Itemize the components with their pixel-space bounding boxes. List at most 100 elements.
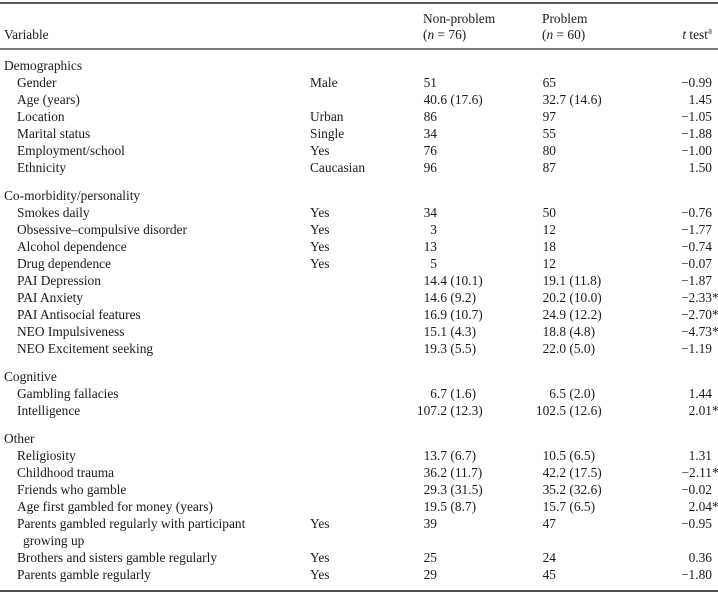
problem-value: 45 <box>542 567 556 582</box>
problem-value: 80 <box>542 143 556 158</box>
variable-label: PAI Antisocial features <box>17 307 141 322</box>
header-rule <box>0 48 718 50</box>
table-row: NEO Impulsiveness 15.1 (4.3) 18.8 (4.8) −4.… <box>4 323 718 340</box>
problem-value: 19.1 (11.8) <box>542 273 602 288</box>
problem-value: 24.9 (12.2) <box>542 307 602 322</box>
nonproblem-value: 14.6 (9.2) <box>423 290 477 305</box>
nonproblem-group-name: Non-problem <box>423 11 496 26</box>
section-row: Other <box>4 430 712 447</box>
table-row: Alcohol dependence Yes 13 18 −0.74 <box>4 238 712 255</box>
variable-label: Parents gambled regularly with participa… <box>17 516 246 548</box>
n-symbol: n <box>427 27 435 42</box>
nonproblem-value: 3 <box>430 222 437 237</box>
variable-label: Religiosity <box>17 448 76 463</box>
problem-value: 15.7 (6.5) <box>542 499 596 514</box>
variable-label: Employment/school <box>17 143 125 158</box>
ttest-value: −0.02 <box>681 482 712 497</box>
table-row: Obsessive–compulsive disorder Yes 3 12 −1.77 <box>4 221 712 238</box>
category-cell: Yes <box>310 205 330 220</box>
table-row: Smokes daily Yes 34 50 −0.76 <box>4 204 712 221</box>
problem-value: 6.5 (2.0) <box>549 386 596 401</box>
ttest-value: −1.77 <box>681 222 712 237</box>
table-row: Drug dependence Yes 5 12 −0.07 <box>4 255 712 272</box>
table-row: Parents gambled regularly with participa… <box>4 515 712 549</box>
table-row: PAI Depression 14.4 (10.1) 19.1 (11.8) −1.8… <box>4 272 712 289</box>
variable-label: Age first gambled for money (years) <box>17 499 213 514</box>
problem-value: 10.5 (6.5) <box>542 448 596 463</box>
nonproblem-value: 19.5 (8.7) <box>423 499 477 514</box>
ttest-value: −1.88 <box>681 126 712 141</box>
nonproblem-group-n: (n = 76) <box>423 27 467 42</box>
section-label: Cognitive <box>4 369 57 384</box>
variable-label: NEO Impulsiveness <box>17 324 125 339</box>
problem-value: 24 <box>542 550 556 565</box>
nonproblem-value: 15.1 (4.3) <box>423 324 477 339</box>
category-cell: Yes <box>310 516 330 531</box>
category-cell: Yes <box>310 567 330 582</box>
section-label: Demographics <box>4 58 83 73</box>
problem-value: 47 <box>542 516 556 531</box>
nonproblem-value: 14.4 (10.1) <box>423 273 483 288</box>
nonproblem-value: 5 <box>430 256 437 271</box>
ttest-column-header: t testa <box>682 25 712 42</box>
variable-label: Gambling fallacies <box>17 386 119 401</box>
variable-label: Brothers and sisters gamble regularly <box>17 550 218 565</box>
problem-value: 42.2 (17.5) <box>542 465 602 480</box>
nonproblem-value: 29.3 (31.5) <box>423 482 483 497</box>
ttest-value: −2.11* <box>681 465 718 480</box>
ttest-value: −1.05 <box>681 109 712 124</box>
problem-value: 18.8 (4.8) <box>542 324 596 339</box>
table-row: Gambling fallacies 6.7 (1.6) 6.5 (2.0) 1.44 <box>4 385 712 402</box>
table-row: Brothers and sisters gamble regularly Yes… <box>4 549 712 566</box>
section-row: Demographics <box>4 57 712 74</box>
section-label: Co-morbidity/personality <box>4 188 141 203</box>
category-cell: Male <box>310 75 338 90</box>
table-row: PAI Antisocial features 16.9 (10.7) 24.9 (… <box>4 306 718 323</box>
nonproblem-value: 19.3 (5.5) <box>423 341 477 356</box>
variable-column-header: Variable <box>4 27 310 43</box>
table-row: Employment/school Yes 76 80 −1.00 <box>4 142 712 159</box>
variable-label: Ethnicity <box>17 160 67 175</box>
ttest-value: −2.70* <box>681 307 718 322</box>
ttest-value: −0.07 <box>681 256 712 271</box>
table-row: Childhood trauma 36.2 (11.7) 42.2 (17.5) −2… <box>4 464 718 481</box>
variable-header-label: Variable <box>4 27 49 42</box>
table-row: PAI Anxiety 14.6 (9.2) 20.2 (10.0) −2.33* <box>4 289 718 306</box>
problem-value: 32.7 (14.6) <box>542 92 602 107</box>
category-cell: Single <box>310 126 345 141</box>
nonproblem-value: 25 <box>423 550 437 565</box>
t-symbol: t <box>682 27 687 42</box>
problem-group-header: Problem (n = 60) <box>520 11 635 43</box>
problem-value: 12 <box>542 222 556 237</box>
category-cell: Yes <box>310 550 330 565</box>
table-row: Friends who gamble 29.3 (31.5) 35.2 (32.6)… <box>4 481 712 498</box>
nonproblem-value: 86 <box>423 109 437 124</box>
variable-label: NEO Excitement seeking <box>17 341 154 356</box>
category-cell: Urban <box>310 109 344 124</box>
ttest-value: −0.95 <box>681 516 712 531</box>
nonproblem-value: 34 <box>423 126 437 141</box>
table-row: NEO Excitement seeking 19.3 (5.5) 22.0 (5.… <box>4 340 712 357</box>
ttest-value: −0.76 <box>681 205 712 220</box>
nonproblem-value: 39 <box>423 516 437 531</box>
category-cell: Yes <box>310 222 330 237</box>
category-cell: Yes <box>310 239 330 254</box>
variable-label: PAI Anxiety <box>17 290 84 305</box>
top-rule <box>0 2 718 4</box>
problem-value: 18 <box>542 239 556 254</box>
table-row: Age first gambled for money (years) 19.5 … <box>4 498 718 515</box>
variable-label: Alcohol dependence <box>17 239 127 254</box>
ttest-value: −0.99 <box>681 75 712 90</box>
problem-value: 55 <box>542 126 556 141</box>
problem-value: 50 <box>542 205 556 220</box>
variable-label: Location <box>17 109 65 124</box>
nonproblem-value: 107.2 (12.3) <box>416 403 483 418</box>
variable-label: Marital status <box>17 126 91 141</box>
variable-label: PAI Depression <box>17 273 101 288</box>
variable-label: Friends who gamble <box>17 482 127 497</box>
ttest-value: −2.33* <box>681 290 718 305</box>
nonproblem-value: 13.7 (6.7) <box>423 448 477 463</box>
table-row: Religiosity 13.7 (6.7) 10.5 (6.5) 1.31 <box>4 447 712 464</box>
category-cell: Yes <box>310 143 330 158</box>
